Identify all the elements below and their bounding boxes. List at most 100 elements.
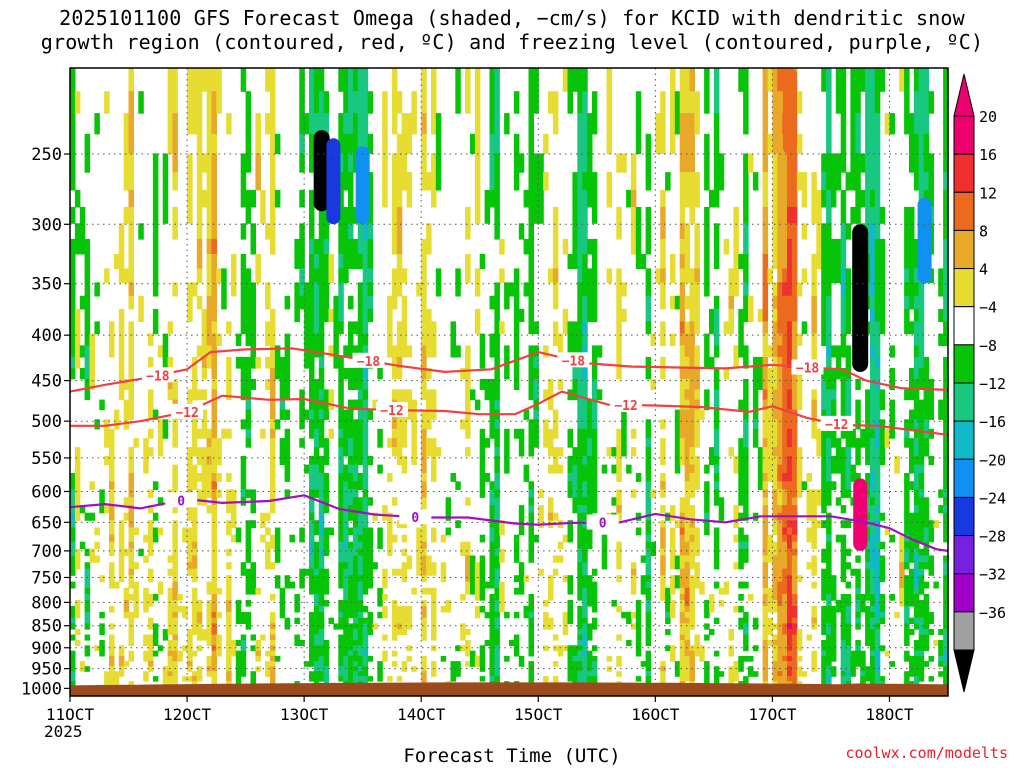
omega-cell xyxy=(479,606,486,613)
omega-cell xyxy=(904,91,910,114)
omega-cell xyxy=(743,223,749,240)
omega-cell xyxy=(791,489,798,498)
omega-cell xyxy=(674,447,681,457)
omega-cell xyxy=(84,389,91,401)
omega-cell xyxy=(313,527,320,536)
omega-cell xyxy=(172,153,178,173)
omega-cell xyxy=(328,389,334,401)
omega-cell xyxy=(338,534,344,543)
omega-cell xyxy=(196,623,203,630)
omega-cell xyxy=(616,368,622,380)
omega-cell xyxy=(528,650,534,657)
omega-cell xyxy=(431,172,437,191)
omega-cell xyxy=(635,238,642,255)
omega-cell xyxy=(70,356,76,369)
omega-cell xyxy=(787,238,793,255)
omega-cell xyxy=(362,497,369,506)
omega-cell xyxy=(679,438,686,448)
omega-cell xyxy=(840,617,847,624)
omega-cell xyxy=(245,575,252,583)
omega-cell xyxy=(777,153,783,173)
omega-cell xyxy=(689,378,695,390)
omega-cell xyxy=(167,389,174,401)
omega-cell xyxy=(826,345,832,358)
omega-cell xyxy=(172,91,178,114)
omega-cell xyxy=(782,481,788,490)
omega-cell xyxy=(191,438,198,448)
omega-cell xyxy=(855,206,861,224)
omega-cell xyxy=(816,497,822,506)
omega-cell xyxy=(274,356,281,369)
omega-cell xyxy=(787,587,793,595)
omega-cell xyxy=(357,428,364,439)
omega-cell xyxy=(367,172,373,191)
omega-cell xyxy=(791,389,798,401)
omega-cell xyxy=(494,634,500,641)
omega-cell xyxy=(426,419,432,430)
omega-cell xyxy=(343,113,349,135)
omega-cell xyxy=(587,409,593,420)
omega-cell xyxy=(748,308,754,323)
omega-cell xyxy=(879,600,886,607)
omega-cell xyxy=(660,581,666,589)
omega-cell xyxy=(245,541,252,550)
omega-cell xyxy=(479,645,486,652)
omega-cell xyxy=(396,345,403,358)
omega-cell xyxy=(518,587,525,595)
omega-cell xyxy=(713,308,720,323)
omega-cell xyxy=(870,594,876,601)
omega-cell xyxy=(265,356,271,369)
omega-cell xyxy=(772,581,778,589)
omega-cell xyxy=(401,172,408,191)
omega-cell xyxy=(348,548,354,557)
omega-cell xyxy=(587,575,593,583)
omega-cell xyxy=(421,587,427,595)
omega-cell xyxy=(835,254,842,270)
omega-cell xyxy=(245,527,252,536)
omega-cell xyxy=(782,438,788,448)
omega-cell xyxy=(396,447,403,457)
omega-cell xyxy=(845,617,852,624)
omega-cell xyxy=(352,345,359,358)
omega-cell xyxy=(367,91,373,114)
omega-cell xyxy=(660,489,666,498)
omega-cell xyxy=(323,447,330,457)
omega-cell xyxy=(904,629,910,636)
omega-cell xyxy=(538,189,544,208)
omega-cell xyxy=(323,541,330,550)
omega-cell xyxy=(318,661,325,667)
omega-cell xyxy=(806,473,812,482)
omega-cell xyxy=(918,555,925,563)
omega-cell xyxy=(533,389,539,401)
omega-cell xyxy=(840,456,847,466)
omega-cell xyxy=(689,623,695,630)
omega-cell xyxy=(528,661,534,667)
omega-cell xyxy=(743,268,749,283)
omega-cell xyxy=(235,600,242,607)
omega-cell xyxy=(865,594,871,601)
omega-cell xyxy=(923,611,930,619)
omega-cell xyxy=(250,581,256,589)
omega-cell xyxy=(660,419,666,430)
omega-cell xyxy=(626,640,632,646)
omega-cell xyxy=(684,447,691,457)
omega-cell xyxy=(913,587,920,595)
omega-cell xyxy=(367,189,373,208)
omega-cell xyxy=(206,456,213,466)
omega-cell xyxy=(352,555,359,563)
omega-cell xyxy=(240,562,247,570)
omega-cell xyxy=(787,268,793,283)
omega-cell xyxy=(401,666,408,672)
omega-cell xyxy=(196,68,203,92)
omega-cell xyxy=(855,68,861,92)
omega-cell xyxy=(70,321,76,335)
omega-cell xyxy=(689,541,695,550)
omega-cell xyxy=(328,268,334,283)
omega-cell xyxy=(187,512,193,521)
omega-cell xyxy=(299,534,305,543)
omega-cell xyxy=(660,223,666,240)
omega-feature xyxy=(355,146,370,225)
omega-cell xyxy=(684,456,691,466)
omega-cell xyxy=(396,223,403,240)
omega-cell xyxy=(450,671,456,677)
